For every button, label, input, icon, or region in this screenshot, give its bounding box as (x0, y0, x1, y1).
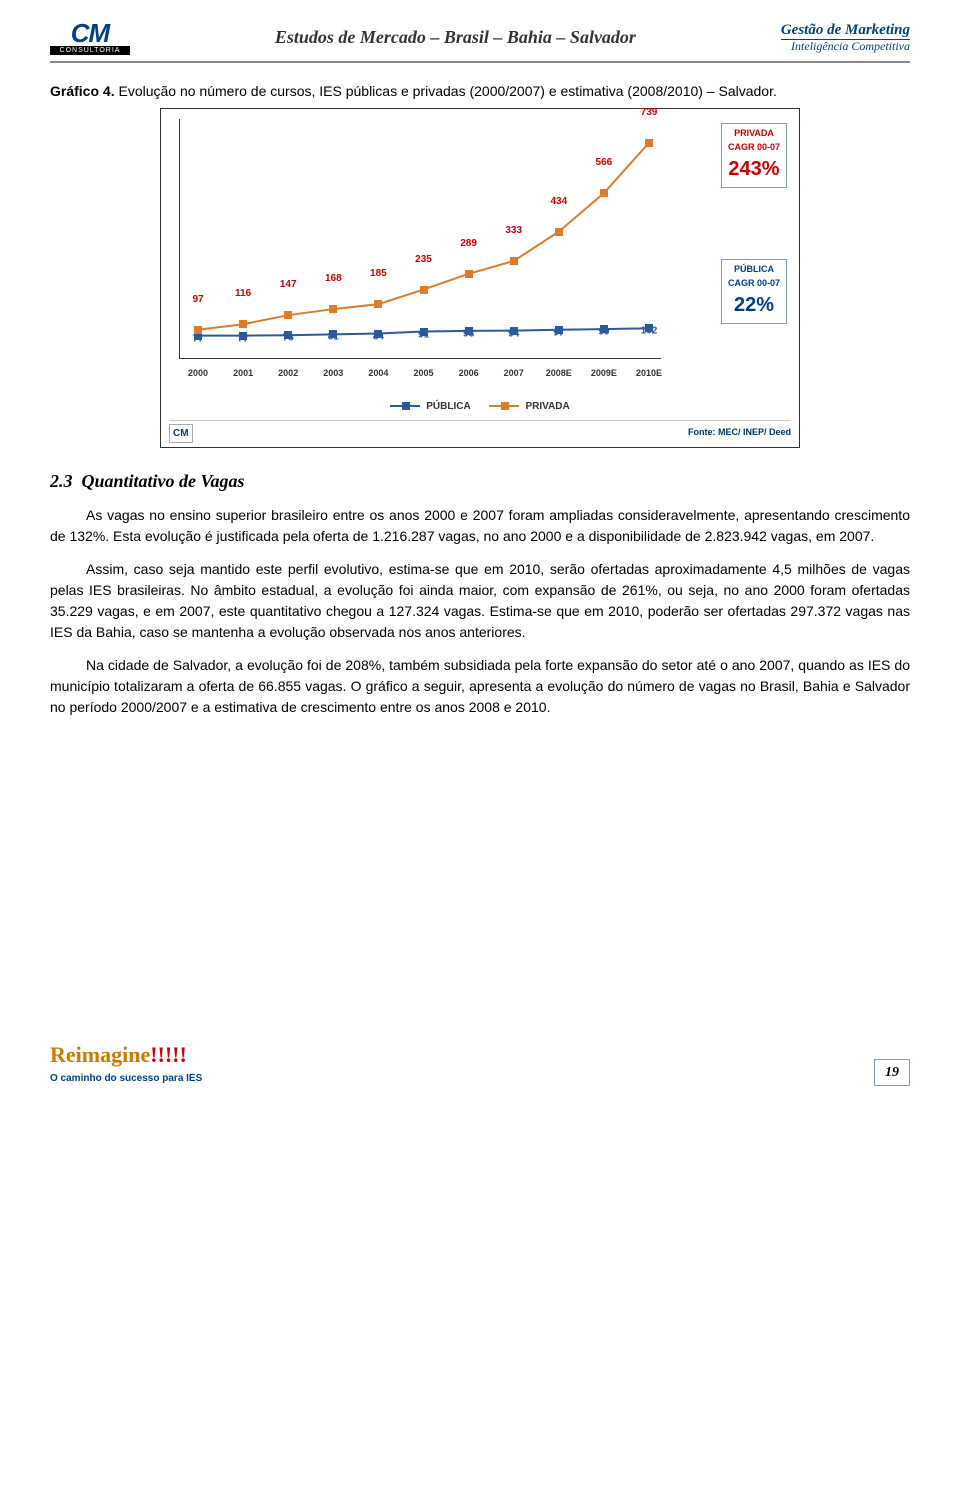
caption-text: Evolução no número de cursos, IES públic… (115, 83, 777, 99)
chart-lines (180, 119, 661, 358)
data-label: 116 (235, 286, 251, 301)
section-title: Quantitativo de Vagas (82, 471, 245, 491)
xtick: 2007 (504, 367, 524, 381)
data-label: 97 (553, 325, 564, 340)
paragraph-2: Assim, caso seja mantido este perfil evo… (50, 559, 910, 643)
data-label: 235 (415, 252, 432, 267)
data-point (374, 300, 382, 308)
cagr-publica-box: PÚBLICA CAGR 00-07 22% (721, 259, 787, 324)
page-footer: Reimagine!!!!! O caminho do sucesso para… (50, 1038, 910, 1086)
logo-block: CM CONSULTORIA (50, 20, 130, 55)
xtick: 2001 (233, 367, 253, 381)
data-label: 97 (192, 292, 203, 307)
chart-source: Fonte: MEC/ INEP/ Deed (688, 426, 791, 440)
page-number: 19 (874, 1059, 910, 1086)
data-label: 78 (283, 331, 294, 346)
reimagine-logo: Reimagine!!!!! (50, 1038, 202, 1071)
data-point (465, 270, 473, 278)
logo-text: CM (50, 20, 130, 46)
data-point (194, 326, 202, 334)
data-label: 333 (505, 223, 522, 238)
header-rule (50, 61, 910, 63)
data-label: 81 (328, 330, 339, 345)
xtick: 2002 (278, 367, 298, 381)
data-label: 185 (370, 266, 387, 281)
reimagine-text: Reimagine (50, 1042, 150, 1067)
data-point (420, 286, 428, 294)
xtick: 2009E (591, 367, 617, 381)
data-label: 566 (596, 155, 613, 170)
chart-container: 2000 2001 2002 2003 2004 2005 2006 2007 2008E 200… (160, 108, 800, 448)
cagr-privada-box: PRIVADA CAGR 00-07 243% (721, 123, 787, 188)
cagr-privada-name: PRIVADA (728, 127, 780, 141)
xtick: 2004 (368, 367, 388, 381)
data-label: 77 (238, 331, 249, 346)
data-label: 94 (508, 326, 519, 341)
cagr-column: PRIVADA CAGR 00-07 243% PÚBLICA CAGR 00-… (671, 119, 791, 389)
legend-privada: PRIVADA (489, 399, 569, 414)
footer-tagline: O caminho do sucesso para IES (50, 1071, 202, 1086)
data-label: 739 (641, 105, 658, 120)
legend-publica: PÚBLICA (390, 399, 470, 414)
data-point (510, 257, 518, 265)
paragraph-3: Na cidade de Salvador, a evolução foi de… (50, 655, 910, 718)
xtick: 2005 (413, 367, 433, 381)
logo-subtext: CONSULTORIA (50, 46, 130, 55)
brand-top: Gestão de Marketing (781, 22, 910, 39)
chart-mini-logo: CM (169, 424, 193, 443)
data-point (555, 228, 563, 236)
data-point (329, 305, 337, 313)
footer-brand: Reimagine!!!!! O caminho do sucesso para… (50, 1038, 202, 1086)
legend-label-publica: PÚBLICA (426, 399, 470, 414)
brand-bottom: Inteligência Competitiva (781, 39, 910, 53)
header-title: Estudos de Mercado – Brasil – Bahia – Sa… (130, 24, 781, 51)
legend-mark-privada (489, 405, 519, 407)
data-label: 147 (280, 277, 297, 292)
data-point (284, 311, 292, 319)
data-label: 434 (550, 194, 567, 209)
paragraph-1: As vagas no ensino superior brasileiro e… (50, 505, 910, 547)
legend-mark-publica (390, 405, 420, 407)
cagr-privada-pct: 243% (728, 154, 780, 184)
data-label: 289 (460, 236, 477, 251)
data-label: 99 (598, 325, 609, 340)
cagr-publica-sub: CAGR 00-07 (728, 277, 780, 291)
reimagine-excl: !!!!! (150, 1042, 187, 1067)
data-point (239, 320, 247, 328)
section-heading: 2.3 Quantitativo de Vagas (50, 468, 910, 495)
chart-plot: 200020012002200320042005200620072008E200… (179, 119, 661, 359)
brand-block: Gestão de Marketing Inteligência Competi… (781, 22, 910, 53)
cagr-publica-name: PÚBLICA (728, 263, 780, 277)
chart-legend: PÚBLICA PRIVADA (169, 391, 791, 420)
xtick: 2010E (636, 367, 662, 381)
data-point (645, 139, 653, 147)
xtick: 2006 (459, 367, 479, 381)
data-label: 102 (641, 324, 658, 339)
caption-label: Gráfico 4. (50, 83, 115, 99)
page-header: CM CONSULTORIA Estudos de Mercado – Bras… (50, 20, 910, 59)
section-number: 2.3 (50, 471, 73, 491)
data-label: 93 (463, 326, 474, 341)
xtick: 2003 (323, 367, 343, 381)
cagr-publica-pct: 22% (728, 290, 780, 320)
chart-area: 2000 2001 2002 2003 2004 2005 2006 2007 2008E 200… (169, 119, 791, 389)
chart-footer: CM Fonte: MEC/ INEP/ Deed (169, 420, 791, 443)
cagr-privada-sub: CAGR 00-07 (728, 141, 780, 155)
data-label: 84 (373, 329, 384, 344)
data-label: 91 (418, 327, 429, 342)
data-label: 168 (325, 271, 342, 286)
figure-caption: Gráfico 4. Evolução no número de cursos,… (50, 81, 910, 102)
legend-label-privada: PRIVADA (525, 399, 569, 414)
xtick: 2000 (188, 367, 208, 381)
cm-logo: CM CONSULTORIA (50, 20, 130, 55)
xtick: 2008E (546, 367, 572, 381)
data-point (600, 189, 608, 197)
